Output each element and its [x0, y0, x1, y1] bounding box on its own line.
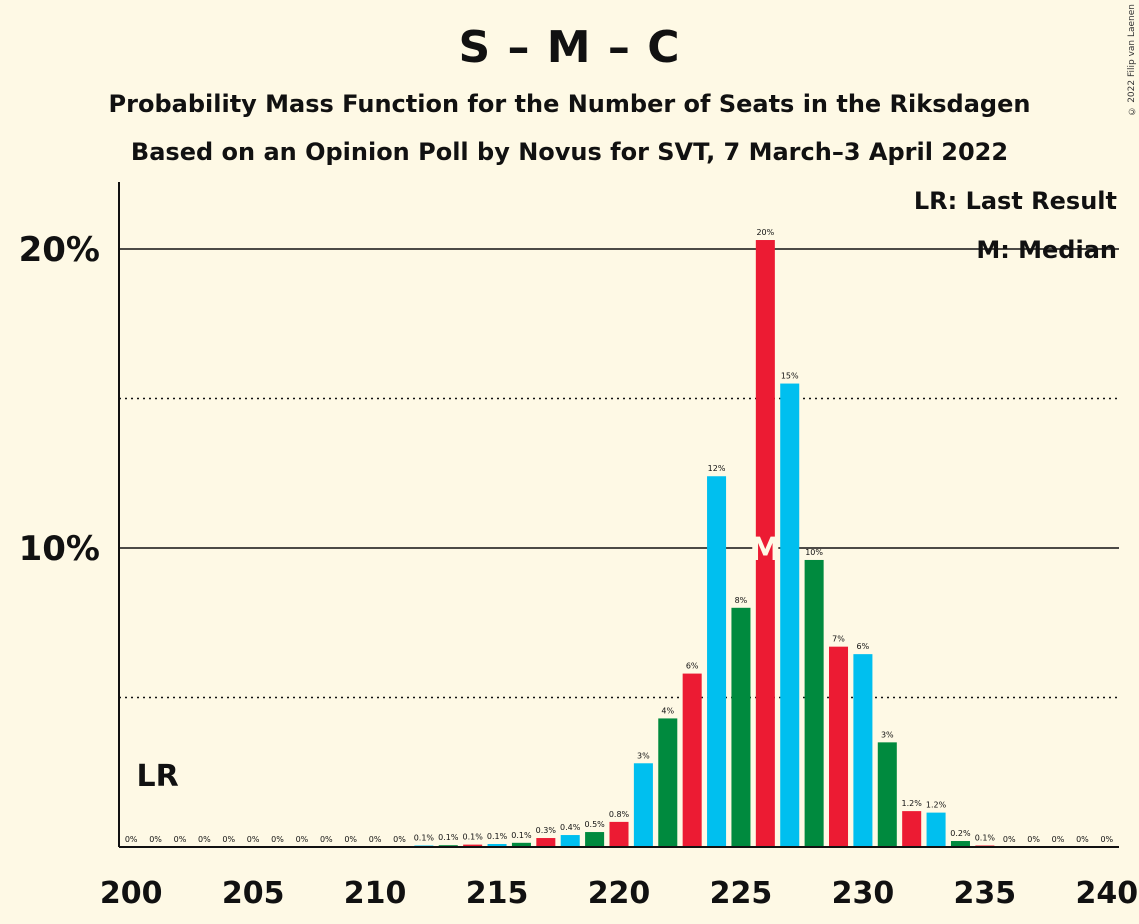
bar-label-214: 0.1% [462, 833, 483, 842]
bar-228 [804, 559, 824, 847]
x-tick-210: 210 [344, 876, 407, 911]
bar-230 [853, 654, 873, 847]
bar-221 [633, 763, 653, 847]
x-tick-220: 220 [588, 876, 651, 911]
bar-label-218: 0.4% [560, 823, 581, 832]
bar-label-207: 0% [296, 835, 309, 844]
bar-label-236: 0% [1003, 835, 1016, 844]
bar-label-233: 1.2% [926, 801, 947, 810]
bar-label-232: 1.2% [902, 799, 923, 808]
bar-217 [536, 838, 556, 847]
bar-label-215: 0.1% [487, 832, 508, 841]
bar-label-237: 0% [1027, 835, 1040, 844]
bar-label-216: 0.1% [511, 831, 532, 840]
gridlines [119, 248, 1119, 699]
bar-label-238: 0% [1052, 835, 1065, 844]
x-tick-200: 200 [100, 876, 163, 911]
bar-label-225: 8% [735, 596, 748, 605]
x-tick-240: 240 [1075, 876, 1138, 911]
bar-220 [609, 821, 629, 847]
bar-label-205: 0% [247, 835, 260, 844]
bar-label-203: 0% [198, 835, 211, 844]
bar-label-213: 0.1% [438, 833, 459, 842]
bar-label-235: 0.1% [975, 834, 996, 843]
y-tick-20: 20% [19, 230, 100, 270]
bar-label-239: 0% [1076, 835, 1089, 844]
legend-median: M: Median [976, 236, 1117, 264]
markers: LR M [136, 530, 781, 794]
chart-title: S – M – C [458, 22, 681, 73]
bar-label-240: 0% [1100, 835, 1113, 844]
bar-label-211: 0% [393, 835, 406, 844]
bar-215 [487, 844, 507, 847]
legend-last-result: LR: Last Result [914, 187, 1117, 215]
axes [118, 182, 1119, 848]
x-tick-205: 205 [222, 876, 285, 911]
y-tick-labels: 10% 20% [19, 230, 100, 569]
bar-label-217: 0.3% [536, 826, 557, 835]
bars [414, 240, 995, 847]
bar-label-231: 3% [881, 730, 894, 739]
bar-227 [780, 383, 800, 847]
bar-labels: 0% 0% 0% 0% 0% 0% 0% 0% 0% 0% 0% 0% 0.1% 0.1% 0.1% 0.1%… [125, 228, 1114, 844]
bar-label-202: 0% [174, 835, 187, 844]
bar-231 [877, 742, 897, 847]
y-tick-10: 10% [19, 529, 100, 569]
x-tick-225: 225 [710, 876, 773, 911]
bar-label-228: 10% [805, 548, 823, 557]
bar-label-201: 0% [149, 835, 162, 844]
bar-label-229: 7% [832, 635, 845, 644]
bar-234 [950, 841, 970, 847]
bar-label-212: 0.1% [414, 834, 435, 843]
bar-label-230: 6% [857, 642, 870, 651]
bar-label-208: 0% [320, 835, 333, 844]
chart-subtitle: Probability Mass Function for the Number… [108, 90, 1031, 118]
bar-223 [682, 673, 702, 847]
bar-label-222: 4% [661, 706, 674, 715]
bar-224 [707, 476, 727, 847]
bar-226 [755, 240, 775, 847]
bar-label-200: 0% [125, 835, 138, 844]
bar-219 [585, 832, 605, 847]
bar-232 [902, 811, 922, 847]
bar-label-220: 0.8% [609, 810, 630, 819]
bar-225 [731, 607, 751, 847]
bar-label-227: 15% [781, 372, 799, 381]
bar-216 [511, 842, 531, 847]
bar-label-219: 0.5% [584, 820, 605, 829]
bar-218 [560, 835, 580, 847]
bar-label-221: 3% [637, 751, 650, 760]
chart-source-line: Based on an Opinion Poll by Novus for SV… [130, 138, 1009, 166]
bar-label-224: 12% [708, 464, 726, 473]
x-tick-230: 230 [832, 876, 895, 911]
bar-214 [463, 844, 483, 847]
x-tick-215: 215 [466, 876, 529, 911]
bar-label-209: 0% [344, 835, 357, 844]
bar-label-206: 0% [271, 835, 284, 844]
bar-233 [926, 812, 946, 847]
bar-label-223: 6% [686, 662, 699, 671]
bar-label-234: 0.2% [950, 829, 971, 838]
bar-222 [658, 718, 678, 847]
x-tick-labels: 200 205 210 215 220 225 230 235 240 [100, 876, 1138, 911]
bar-229 [829, 646, 849, 847]
last-result-marker: LR [136, 759, 178, 794]
bar-label-204: 0% [222, 835, 235, 844]
x-tick-235: 235 [954, 876, 1017, 911]
bar-label-210: 0% [369, 835, 382, 844]
median-marker: M [749, 530, 781, 568]
bar-label-226: 20% [756, 228, 774, 237]
